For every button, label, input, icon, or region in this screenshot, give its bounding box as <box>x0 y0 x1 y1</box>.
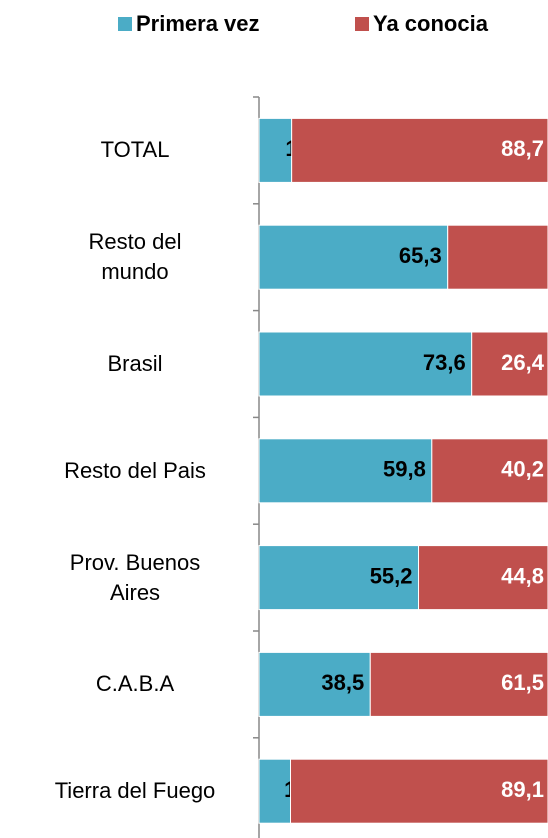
category-label: Prov. Buenos Aires <box>69 549 201 605</box>
bar-segment <box>258 117 293 183</box>
bar-segment <box>258 758 292 824</box>
category-label: Resto del mundo <box>88 229 182 285</box>
bar-segment <box>369 651 548 717</box>
value-label: 38,5 <box>321 670 364 695</box>
bar-segment <box>418 545 548 611</box>
value-label: 55,2 <box>370 563 413 588</box>
bar-segment <box>471 331 548 397</box>
value-label: 40,2 <box>501 457 544 482</box>
value-label: 89,1 <box>501 777 544 802</box>
bar-segment <box>258 438 433 504</box>
bar-segment <box>447 224 548 290</box>
category-label: Brasil <box>107 351 163 376</box>
bar-segment <box>258 545 420 611</box>
value-label: 88,7 <box>501 136 544 161</box>
bar-segment <box>258 651 371 717</box>
value-label: 73,6 <box>423 350 466 375</box>
legend-label: Primera vez <box>136 11 260 36</box>
category-label: Resto del Pais <box>64 457 206 483</box>
legend-label: Ya conocia <box>373 11 489 36</box>
bar-segment <box>431 438 548 504</box>
value-label: 44,8 <box>501 563 544 588</box>
category-label: Tierra del Fuego <box>54 778 216 804</box>
legend-swatch <box>118 17 132 31</box>
category-label: C.A.B.A <box>95 671 175 697</box>
value-label: 61,5 <box>501 670 544 695</box>
bar-segment <box>291 117 548 183</box>
value-label: 65,3 <box>399 243 442 268</box>
value-label: 59,8 <box>383 457 426 482</box>
bar-segment <box>290 758 548 824</box>
value-label: 26,4 <box>501 350 545 375</box>
legend-swatch <box>355 17 369 31</box>
bar-segment <box>258 331 473 397</box>
category-label: TOTAL <box>100 137 170 163</box>
